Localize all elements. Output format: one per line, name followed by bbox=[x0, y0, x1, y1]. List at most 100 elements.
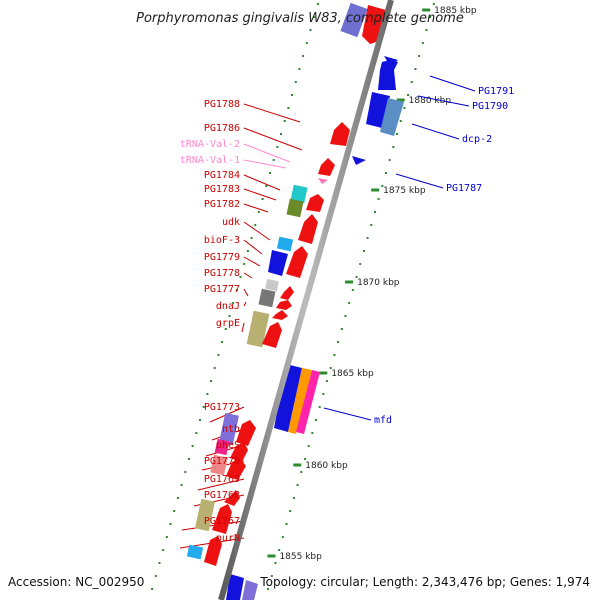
gene-arrow[interactable] bbox=[212, 504, 232, 534]
gene-arrow[interactable] bbox=[318, 158, 335, 176]
gene-label[interactable]: PG1784 bbox=[204, 170, 240, 181]
track-dot bbox=[348, 302, 351, 304]
gene-arrow[interactable] bbox=[286, 246, 308, 278]
gene-feature[interactable] bbox=[195, 498, 215, 532]
gene-arrow[interactable] bbox=[298, 214, 318, 244]
gene-label[interactable]: PG1779 bbox=[204, 252, 240, 263]
gene-label[interactable]: PG1778 bbox=[204, 268, 240, 279]
gene-label[interactable]: purN bbox=[216, 533, 240, 544]
gene-label[interactable]: tRNA-Val-1 bbox=[180, 155, 240, 166]
gene-arrow[interactable] bbox=[226, 574, 244, 600]
kbp-label: 1875 kbp bbox=[383, 186, 426, 196]
gene-feature[interactable] bbox=[265, 278, 279, 292]
gene-feature[interactable] bbox=[286, 198, 304, 218]
label-connector bbox=[243, 103, 301, 123]
gene-label[interactable]: PG1768 bbox=[204, 490, 240, 501]
gene-label[interactable]: PG1770 bbox=[204, 456, 240, 467]
gene-feature[interactable] bbox=[186, 544, 204, 560]
gene-label[interactable]: PG1788 bbox=[204, 99, 240, 110]
gene-label[interactable]: PG1787 bbox=[446, 183, 482, 194]
gene-arrow[interactable] bbox=[280, 286, 294, 300]
gene-label[interactable]: udk bbox=[222, 217, 240, 228]
label-connector bbox=[243, 256, 261, 267]
gene-label[interactable]: dnaJ bbox=[216, 301, 240, 312]
gene-arrow[interactable] bbox=[378, 60, 398, 90]
track-dot bbox=[280, 133, 283, 135]
gene-feature[interactable] bbox=[258, 288, 276, 308]
gene-label[interactable]: bioF-3 bbox=[204, 235, 240, 246]
gene-label[interactable]: PG1773 bbox=[204, 402, 240, 413]
gene-arrow[interactable] bbox=[318, 178, 328, 184]
track-dot bbox=[278, 549, 281, 551]
gene-label[interactable]: dcp-2 bbox=[462, 134, 492, 145]
track-dot bbox=[254, 224, 257, 226]
gene-arrow[interactable] bbox=[276, 300, 292, 310]
label-connector bbox=[243, 239, 263, 255]
gene-arrow[interactable] bbox=[288, 368, 312, 434]
gene-arrow[interactable] bbox=[224, 490, 240, 506]
gene-arrow[interactable] bbox=[306, 194, 324, 212]
gene-arrow[interactable] bbox=[204, 536, 222, 566]
gene-arrow[interactable] bbox=[274, 364, 302, 432]
gene-feature[interactable] bbox=[340, 2, 368, 38]
label-connector bbox=[243, 127, 303, 151]
gene-feature[interactable] bbox=[276, 236, 294, 252]
gene-feature[interactable] bbox=[214, 438, 230, 456]
gene-arrow[interactable] bbox=[268, 250, 288, 276]
track-dot bbox=[381, 185, 384, 187]
gene-arrow[interactable] bbox=[236, 420, 256, 446]
track-dot bbox=[414, 68, 417, 70]
track-dot bbox=[425, 29, 428, 31]
gene-label[interactable]: PG1791 bbox=[478, 86, 514, 97]
track-dot bbox=[305, 42, 308, 44]
track-dot bbox=[292, 497, 295, 499]
track-dot bbox=[337, 341, 340, 343]
gene-label[interactable]: PG1782 bbox=[204, 199, 240, 210]
gene-arrow[interactable] bbox=[262, 322, 282, 348]
gene-label[interactable]: nth bbox=[222, 424, 240, 435]
gene-feature[interactable] bbox=[290, 184, 308, 204]
track-dot bbox=[169, 523, 172, 525]
gene-label[interactable]: PG1777 bbox=[204, 284, 240, 295]
track-dot bbox=[291, 94, 294, 96]
gene-label[interactable]: PG1767 bbox=[204, 516, 240, 527]
track-dot bbox=[154, 575, 157, 577]
kbp-label: 1860 kbp bbox=[305, 461, 348, 471]
gene-label[interactable]: PG1783 bbox=[204, 184, 240, 195]
track-dot bbox=[165, 536, 168, 538]
gene-label[interactable]: pheS bbox=[216, 440, 240, 451]
track-dot bbox=[199, 419, 201, 421]
track-dot bbox=[313, 16, 316, 18]
track-dot bbox=[307, 445, 310, 447]
gene-arrow[interactable] bbox=[226, 458, 246, 480]
gene-label[interactable]: mfd bbox=[374, 415, 392, 426]
track-dot bbox=[268, 172, 271, 174]
label-connector bbox=[243, 188, 277, 201]
gene-arrow[interactable] bbox=[242, 580, 258, 600]
gene-features bbox=[186, 2, 404, 600]
gene-arrow[interactable] bbox=[380, 98, 404, 136]
label-connector bbox=[197, 478, 245, 491]
gene-label[interactable]: PG1790 bbox=[472, 101, 508, 112]
gene-arrow[interactable] bbox=[384, 56, 398, 66]
gene-feature[interactable] bbox=[219, 412, 239, 446]
gene-label[interactable]: tRNA-Val-2 bbox=[180, 139, 240, 150]
track-dot bbox=[418, 55, 421, 57]
track-dot bbox=[289, 510, 292, 512]
gene-label[interactable]: PG1786 bbox=[204, 123, 240, 134]
gene-arrow[interactable] bbox=[352, 156, 366, 165]
gene-label[interactable]: grpE bbox=[216, 318, 240, 329]
gene-arrow[interactable] bbox=[296, 370, 320, 434]
track-dot bbox=[396, 133, 399, 135]
label-connector bbox=[395, 173, 444, 189]
gene-arrow[interactable] bbox=[230, 442, 248, 462]
track-dot bbox=[362, 250, 365, 252]
gene-feature[interactable] bbox=[246, 310, 270, 348]
gene-arrow[interactable] bbox=[272, 310, 288, 320]
gene-feature[interactable] bbox=[210, 454, 228, 476]
kbp-label: 1885 kbp bbox=[434, 6, 477, 16]
track-dot bbox=[191, 445, 194, 447]
gene-arrow[interactable] bbox=[330, 122, 350, 146]
gene-label[interactable]: PG1769 bbox=[204, 474, 240, 485]
track-dot bbox=[151, 588, 154, 590]
